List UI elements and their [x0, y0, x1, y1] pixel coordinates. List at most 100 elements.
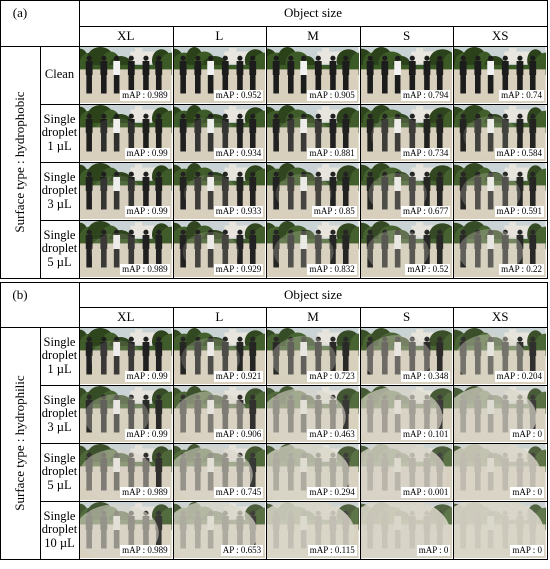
- result-image: mAP : 0: [454, 444, 546, 500]
- table-rule: [40, 501, 547, 502]
- map-score: mAP : 0.905: [307, 90, 357, 101]
- map-score: mAP : 0.001: [400, 487, 451, 498]
- map-score: mAP : 0.584: [494, 148, 544, 159]
- table-rule: [79, 282, 80, 559]
- panel-label: (a): [12, 5, 28, 21]
- map-score: mAP : 0.348: [400, 371, 451, 382]
- table-rule: [79, 307, 547, 308]
- row-label-line: Single: [43, 170, 76, 185]
- column-label-xl: XL: [117, 309, 135, 325]
- map-score: mAP : 0.989: [120, 487, 170, 498]
- row-label-line: 10 µL: [44, 535, 75, 550]
- column-label-xl: XL: [117, 28, 135, 44]
- result-image: mAP : 0.929: [173, 221, 266, 277]
- result-image: mAP : 0.115: [267, 502, 359, 558]
- row-label: Single droplet 5 µL: [40, 220, 79, 278]
- result-image: mAP : 0.85: [267, 163, 359, 219]
- map-score: mAP : 0.99: [124, 429, 170, 440]
- table-rule: [79, 0, 80, 278]
- object-size-header: Object size: [283, 5, 343, 21]
- row-label-line: 3 µL: [47, 419, 72, 434]
- result-image: mAP : 0: [360, 502, 453, 558]
- table-rule: [266, 26, 268, 278]
- row-label: Single droplet 1 µL: [40, 104, 79, 162]
- map-score: mAP : 0.591: [494, 206, 544, 217]
- result-image: mAP : 0.723: [267, 328, 359, 384]
- row-label-line: droplet: [41, 406, 78, 421]
- result-image: mAP : 0.99: [80, 105, 172, 161]
- map-score: mAP : 0.294: [307, 487, 357, 498]
- table-rule: [172, 26, 174, 278]
- result-image: mAP : 0.881: [267, 105, 359, 161]
- map-score: mAP : 0.99: [124, 371, 170, 382]
- map-score: mAP : 0.99: [124, 206, 170, 217]
- result-image: mAP : 0.934: [173, 105, 266, 161]
- map-score: mAP : 0.989: [120, 264, 170, 275]
- map-score: mAP : 0.99: [124, 148, 170, 159]
- result-image: mAP : 0.677: [360, 163, 453, 219]
- table-rule: [359, 307, 361, 559]
- row-label: Single droplet 10 µL: [40, 501, 79, 559]
- map-score: mAP : 0.881: [307, 148, 357, 159]
- row-label-line: droplet: [41, 183, 78, 198]
- result-image: mAP : 0.463: [267, 386, 359, 442]
- table-rule: [0, 282, 548, 283]
- table-rule: [453, 307, 455, 559]
- column-label-l: L: [215, 28, 224, 44]
- table-rule: [547, 282, 548, 559]
- row-label-line: Clean: [44, 67, 75, 82]
- column-label-xs: XS: [491, 309, 509, 325]
- map-score: mAP : 0.794: [400, 90, 451, 101]
- result-image: mAP : 0.74: [454, 47, 546, 103]
- column-label-xs: XS: [491, 28, 509, 44]
- row-label-line: Single: [43, 393, 76, 408]
- panel-label: (b): [12, 286, 28, 302]
- column-label-l: L: [215, 309, 224, 325]
- map-score: mAP : 0.989: [120, 545, 170, 556]
- result-image: mAP : 0.99: [80, 328, 172, 384]
- map-score: mAP : 0.74: [499, 90, 544, 101]
- object-size-header: Object size: [283, 286, 343, 302]
- table-rule: [0, 559, 548, 560]
- map-score: mAP : 0: [510, 487, 544, 498]
- row-label-line: droplet: [41, 348, 78, 363]
- map-score: mAP : 0: [416, 545, 451, 556]
- row-label-line: 5 µL: [47, 254, 72, 269]
- result-image: mAP : 0.989: [80, 221, 172, 277]
- panel-b: (b) Object size XL L M S XS Surface type : hydr…: [0, 282, 550, 569]
- row-label-line: Single: [43, 228, 76, 243]
- result-image: mAP : 0.794: [360, 47, 453, 103]
- result-image: mAP : 0.584: [454, 105, 546, 161]
- result-image: mAP : 0.99: [80, 386, 172, 442]
- table-rule: [40, 162, 547, 163]
- row-label-line: 5 µL: [47, 477, 72, 492]
- row-label-line: droplet: [41, 464, 78, 479]
- map-score: mAP : 0.921: [213, 371, 264, 382]
- result-image: mAP : 0.348: [360, 328, 453, 384]
- result-image: mAP : 0.989: [80, 47, 172, 103]
- panel-a: (a) Object size XL L M S XS Surface type : hydr…: [0, 0, 550, 282]
- table-rule: [79, 26, 547, 27]
- table-rule: [0, 0, 548, 1]
- row-label-line: Single: [43, 451, 76, 466]
- row-label-line: droplet: [41, 125, 78, 140]
- map-score: mAP : 0.832: [307, 264, 357, 275]
- table-rule: [453, 26, 455, 278]
- table-rule: [40, 385, 547, 386]
- row-label: Single droplet 5 µL: [40, 443, 79, 501]
- surface-type-label: Surface type : hydrophobic: [12, 91, 28, 233]
- map-score: mAP : 0.22: [499, 264, 544, 275]
- result-image: mAP : 0.906: [173, 386, 266, 442]
- map-score: mAP : 0.952: [213, 90, 264, 101]
- map-score: mAP : 0.929: [213, 264, 264, 275]
- result-image: mAP : 0.99: [80, 163, 172, 219]
- row-label: Clean: [40, 46, 79, 104]
- map-score: mAP : 0.85: [311, 206, 357, 217]
- map-score: mAP : 0.115: [307, 545, 357, 556]
- result-image: mAP : 0.101: [360, 386, 453, 442]
- result-image: mAP : 0.832: [267, 221, 359, 277]
- row-label: Single droplet 3 µL: [40, 385, 79, 443]
- map-score: AP : 0.653: [220, 545, 264, 556]
- map-score: mAP : 0.723: [307, 371, 357, 382]
- row-label-line: 1 µL: [47, 361, 72, 376]
